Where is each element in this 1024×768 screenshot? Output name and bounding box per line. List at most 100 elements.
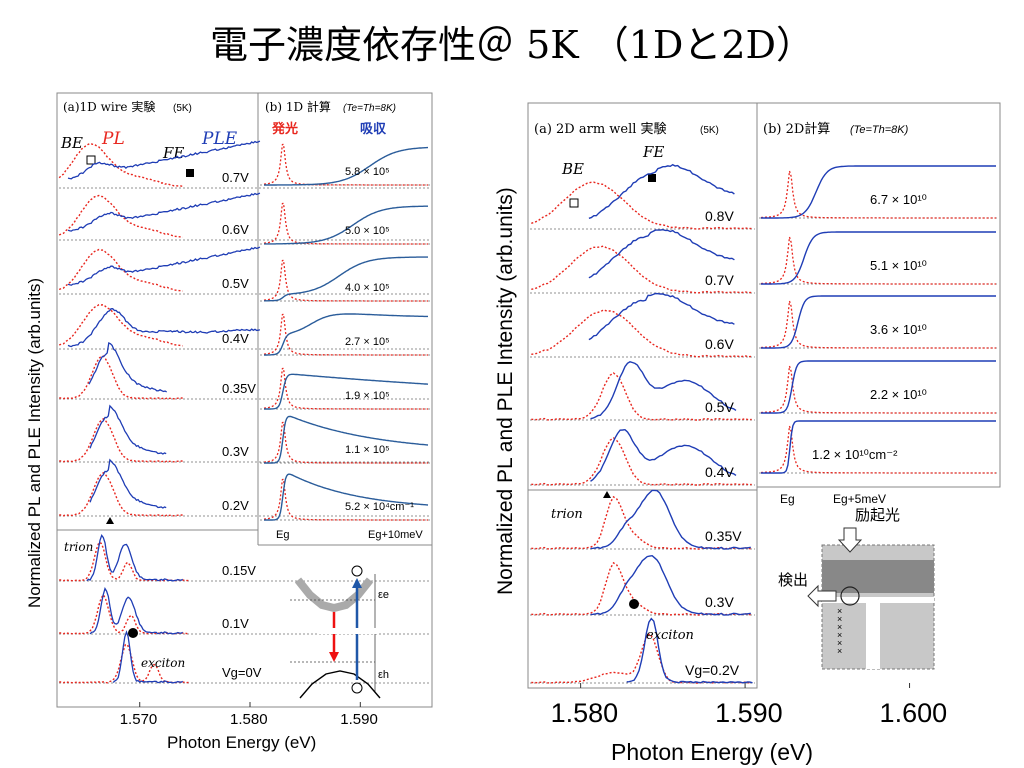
x-axis-label: Photon Energy (eV): [167, 733, 316, 752]
emission-curve: [263, 202, 428, 245]
density-label: 2.2 × 10¹⁰: [870, 387, 927, 402]
emission-curve: [263, 478, 428, 521]
trace-1d-exp-2: 0.5V: [58, 246, 430, 295]
absorption-curve: [264, 256, 428, 302]
ple-curve: [588, 228, 735, 279]
density-label: 4.0 × 10⁵: [345, 282, 390, 294]
trace-1d-exp-1: 0.6V: [58, 192, 430, 241]
calc-xtick-eg: Eg: [780, 492, 795, 506]
absorption-arrowhead: [352, 578, 362, 588]
trace-1d-calc-1: 5.0 × 10⁵: [260, 202, 430, 245]
ple-curve: [590, 428, 737, 482]
valence-band: [299, 670, 381, 699]
epsilon-e-label: εe: [378, 589, 389, 601]
pl-curve: [58, 194, 183, 238]
voltage-label: 0.35V: [222, 381, 256, 396]
ple-curve: [88, 342, 167, 393]
calc-xtick-eg10: Eg+10meV: [368, 529, 423, 541]
label-be: BE: [561, 160, 584, 178]
label-detection: 検出: [778, 572, 808, 589]
emission-curve: [263, 143, 428, 186]
pl-curve: [531, 632, 752, 684]
ple-curve: [89, 404, 167, 455]
cross-mark: ×: [837, 606, 842, 616]
ple-curve: [86, 534, 184, 582]
absorption-curve: [761, 420, 996, 474]
cross-mark: ×: [837, 614, 842, 624]
voltage-label: 0.5V: [222, 276, 249, 291]
pl-curve: [58, 248, 183, 292]
density-label: 5.2 × 10⁴cm⁻¹: [345, 501, 414, 513]
panel-a-title: (a)1D wire 実験: [63, 99, 155, 114]
absorption-curve: [264, 205, 428, 245]
calc-xtick-eg: Eg: [276, 529, 289, 541]
x-axis-label: Photon Energy (eV): [611, 739, 813, 765]
panel-a-temp: (5K): [700, 125, 719, 136]
pl-curve: [59, 417, 183, 463]
pl-curve: [59, 355, 183, 400]
xtick-label: 1.580: [230, 711, 268, 728]
xtick-label: 1.580: [551, 698, 619, 728]
emission-curve: [263, 259, 428, 302]
trace-2d-exp-3: 0.5V: [530, 361, 755, 421]
density-label: 6.7 × 10¹⁰: [870, 192, 927, 207]
voltage-label: Vg=0.2V: [685, 662, 740, 678]
cross-mark: ×: [837, 646, 842, 656]
panel-b-title: (b) 2D計算: [763, 121, 830, 137]
voltage-label: 0.4V: [222, 331, 249, 346]
fe-marker-square: [648, 174, 656, 182]
trace-2d-exp-6: 0.3V: [530, 554, 755, 616]
absorption-curve: [264, 146, 428, 186]
exciton-circle-marker: [629, 599, 639, 609]
trace-2d-calc-0: 6.7 × 10¹⁰: [759, 165, 998, 219]
emission-curve: [760, 236, 996, 285]
voltage-label: 0.3V: [222, 444, 249, 459]
trace-2d-exp-0: 0.8V: [530, 163, 755, 230]
panel-b-cond: (Te=Th=8K): [850, 124, 909, 136]
pl-curve: [531, 437, 752, 486]
trace-2d-calc-1: 5.1 × 10¹⁰: [759, 231, 998, 285]
electron-symbol: [351, 565, 363, 577]
label-absorption: 吸収: [360, 121, 387, 136]
ple-curve: [590, 554, 751, 616]
epsilon-h-label: εh: [378, 669, 389, 681]
label-excitation: 励起光: [855, 507, 900, 524]
pl-curve: [58, 142, 183, 187]
trace-1d-exp-4: 0.35V: [59, 342, 430, 400]
device-gap-vertical: [866, 597, 880, 669]
pl-curve: [59, 471, 183, 517]
trion-triangle-marker: [603, 491, 611, 498]
density-label: 5.1 × 10¹⁰: [870, 258, 927, 273]
detection-arrow: [807, 584, 837, 608]
emission-curve: [263, 313, 428, 356]
trace-2d-calc-3: 2.2 × 10¹⁰: [759, 360, 998, 414]
ple-curve: [588, 163, 735, 219]
trace-1d-calc-4: 1.9 × 10⁵: [260, 367, 430, 410]
voltage-label: 0.1V: [222, 616, 249, 631]
trace-2d-exp-7: Vg=0.2V: [530, 617, 755, 684]
absorption-curve: [761, 295, 996, 349]
emission-curve: [760, 300, 996, 349]
emission-curve: [263, 367, 428, 410]
trace-2d-exp-1: 0.7V: [530, 228, 755, 294]
ple-curve: [89, 587, 184, 635]
ple-curve: [67, 246, 261, 286]
pl-curve: [531, 309, 752, 358]
voltage-label: 0.15V: [222, 563, 256, 578]
ple-curve: [67, 308, 261, 348]
trace-1d-calc-0: 5.8 × 10⁵: [260, 143, 430, 186]
trace-1d-calc-2: 4.0 × 10⁵: [260, 256, 430, 302]
band-diagram: εe εh: [290, 565, 389, 699]
label-exciton: exciton: [646, 628, 694, 643]
pl-curve: [531, 372, 752, 421]
voltage-label: 0.2V: [222, 498, 249, 513]
exciton-circle-marker: [128, 628, 138, 638]
pl-curve: [59, 593, 190, 635]
trace-2d-calc-2: 3.6 × 10¹⁰: [759, 295, 998, 349]
density-label: 1.9 × 10⁵: [345, 390, 390, 402]
trion-triangle-marker: [106, 517, 114, 524]
density-label: 1.2 × 10¹⁰cm⁻²: [812, 447, 898, 462]
label-ple: PLE: [201, 129, 238, 149]
trace-2d-exp-2: 0.6V: [530, 292, 755, 358]
trace-1d-exp-5: 0.3V: [59, 404, 430, 463]
